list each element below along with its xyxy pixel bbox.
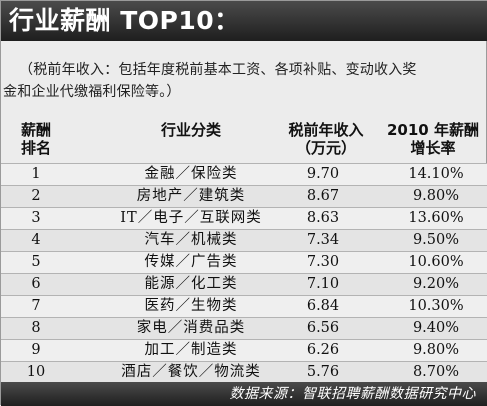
cell-rank: 7: [31, 298, 41, 314]
cell-rank: 6: [31, 276, 41, 292]
cell-pretax: 6.26: [306, 342, 340, 358]
table-row: 5 传媒／广告类 7.30 10.60%: [1, 251, 487, 273]
cell-pretax: 6.56: [306, 320, 340, 336]
cell-category: 家电／消费品类: [136, 320, 246, 336]
cell-category: 汽车／机械类: [144, 232, 238, 248]
cell-growth: 9.20%: [412, 276, 460, 292]
cell-rank: 8: [31, 320, 41, 336]
cell-growth: 10.60%: [408, 254, 464, 270]
table-header: 薪酬 排名 行业分类 税前年收入 （万元） 2010 年薪酬 增长率: [1, 121, 487, 161]
cell-rank: 10: [26, 364, 46, 380]
cell-rank: 9: [31, 342, 41, 358]
header-growth-line1: 2010 年薪酬: [387, 121, 479, 139]
cell-rank: 4: [31, 232, 41, 248]
cell-growth: 13.60%: [408, 210, 464, 226]
cell-pretax: 9.70: [306, 166, 340, 182]
header-rank-line1: 薪酬: [20, 121, 51, 139]
cell-pretax: 5.76: [306, 364, 340, 380]
cell-growth: 9.80%: [412, 188, 460, 204]
cell-growth: 10.30%: [408, 298, 464, 314]
header-rank-line2: 排名: [20, 139, 51, 157]
table-row: 10 酒店／餐饮／物流类 5.76 8.70%: [1, 361, 487, 384]
cell-growth: 14.10%: [408, 166, 464, 182]
table-row: 9 加工／制造类 6.26 9.80%: [1, 339, 487, 361]
table-body: 1 金融／保险类 9.70 14.10% 2 房地产／建筑类 8.67 9.80…: [1, 163, 487, 384]
cell-pretax: 7.30: [306, 254, 340, 270]
cell-rank: 1: [31, 166, 41, 182]
header-growth-line2: 增长率: [410, 139, 456, 157]
cell-pretax: 7.34: [306, 232, 340, 248]
table-row: 2 房地产／建筑类 8.67 9.80%: [1, 185, 487, 207]
cell-category: IT／电子／互联网类: [120, 210, 262, 226]
cell-category: 能源／化工类: [144, 276, 238, 292]
cell-category: 房地产／建筑类: [136, 188, 246, 204]
cell-growth: 9.80%: [412, 342, 460, 358]
cell-category: 金融／保险类: [144, 166, 238, 182]
table-row: 6 能源／化工类 7.10 9.20%: [1, 273, 487, 295]
header-rank: 薪酬 排名: [19, 121, 53, 157]
cell-category: 加工／制造类: [144, 342, 238, 358]
cell-growth: 9.40%: [412, 320, 460, 336]
note-line-2: 金和企业代缴福利保险等。）: [3, 84, 181, 100]
table-row: 8 家电／消费品类 6.56 9.40%: [1, 317, 487, 339]
header-category: 行业分类: [160, 121, 221, 139]
header-pretax-line1: 税前年收入: [288, 121, 364, 139]
table-row: 4 汽车／机械类 7.34 9.50%: [1, 229, 487, 251]
cell-rank: 2: [31, 188, 41, 204]
header-pretax-line2: （万元）: [295, 139, 356, 157]
cell-category: 酒店／餐饮／物流类: [121, 364, 261, 380]
cell-growth: 8.70%: [412, 364, 460, 380]
table-note: （税前年收入：包括年度税前基本工资、各项补贴、变动收入奖 金和企业代缴福利保险等…: [3, 59, 477, 103]
cell-rank: 3: [31, 210, 41, 226]
cell-pretax: 8.67: [306, 188, 340, 204]
header-growth: 2010 年薪酬 增长率: [373, 121, 487, 157]
cell-category: 传媒／广告类: [144, 254, 238, 270]
cell-pretax: 6.84: [306, 298, 340, 314]
source-footer: 数据来源：智联招聘薪酬数据研究中心: [1, 382, 487, 406]
cell-growth: 9.50%: [412, 232, 460, 248]
page-title: 行业薪酬 TOP10：: [1, 1, 487, 41]
table-row: 7 医药／生物类 6.84 10.30%: [1, 295, 487, 317]
note-line-1: （税前年收入：包括年度税前基本工资、各项补贴、变动收入奖: [19, 62, 417, 78]
cell-category: 医药／生物类: [144, 298, 238, 314]
header-pretax: 税前年收入 （万元）: [261, 121, 391, 157]
cell-pretax: 8.63: [306, 210, 340, 226]
cell-pretax: 7.10: [306, 276, 340, 292]
table-row: 1 金融／保险类 9.70 14.10%: [1, 163, 487, 185]
cell-rank: 5: [31, 254, 41, 270]
table-row: 3 IT／电子／互联网类 8.63 13.60%: [1, 207, 487, 229]
